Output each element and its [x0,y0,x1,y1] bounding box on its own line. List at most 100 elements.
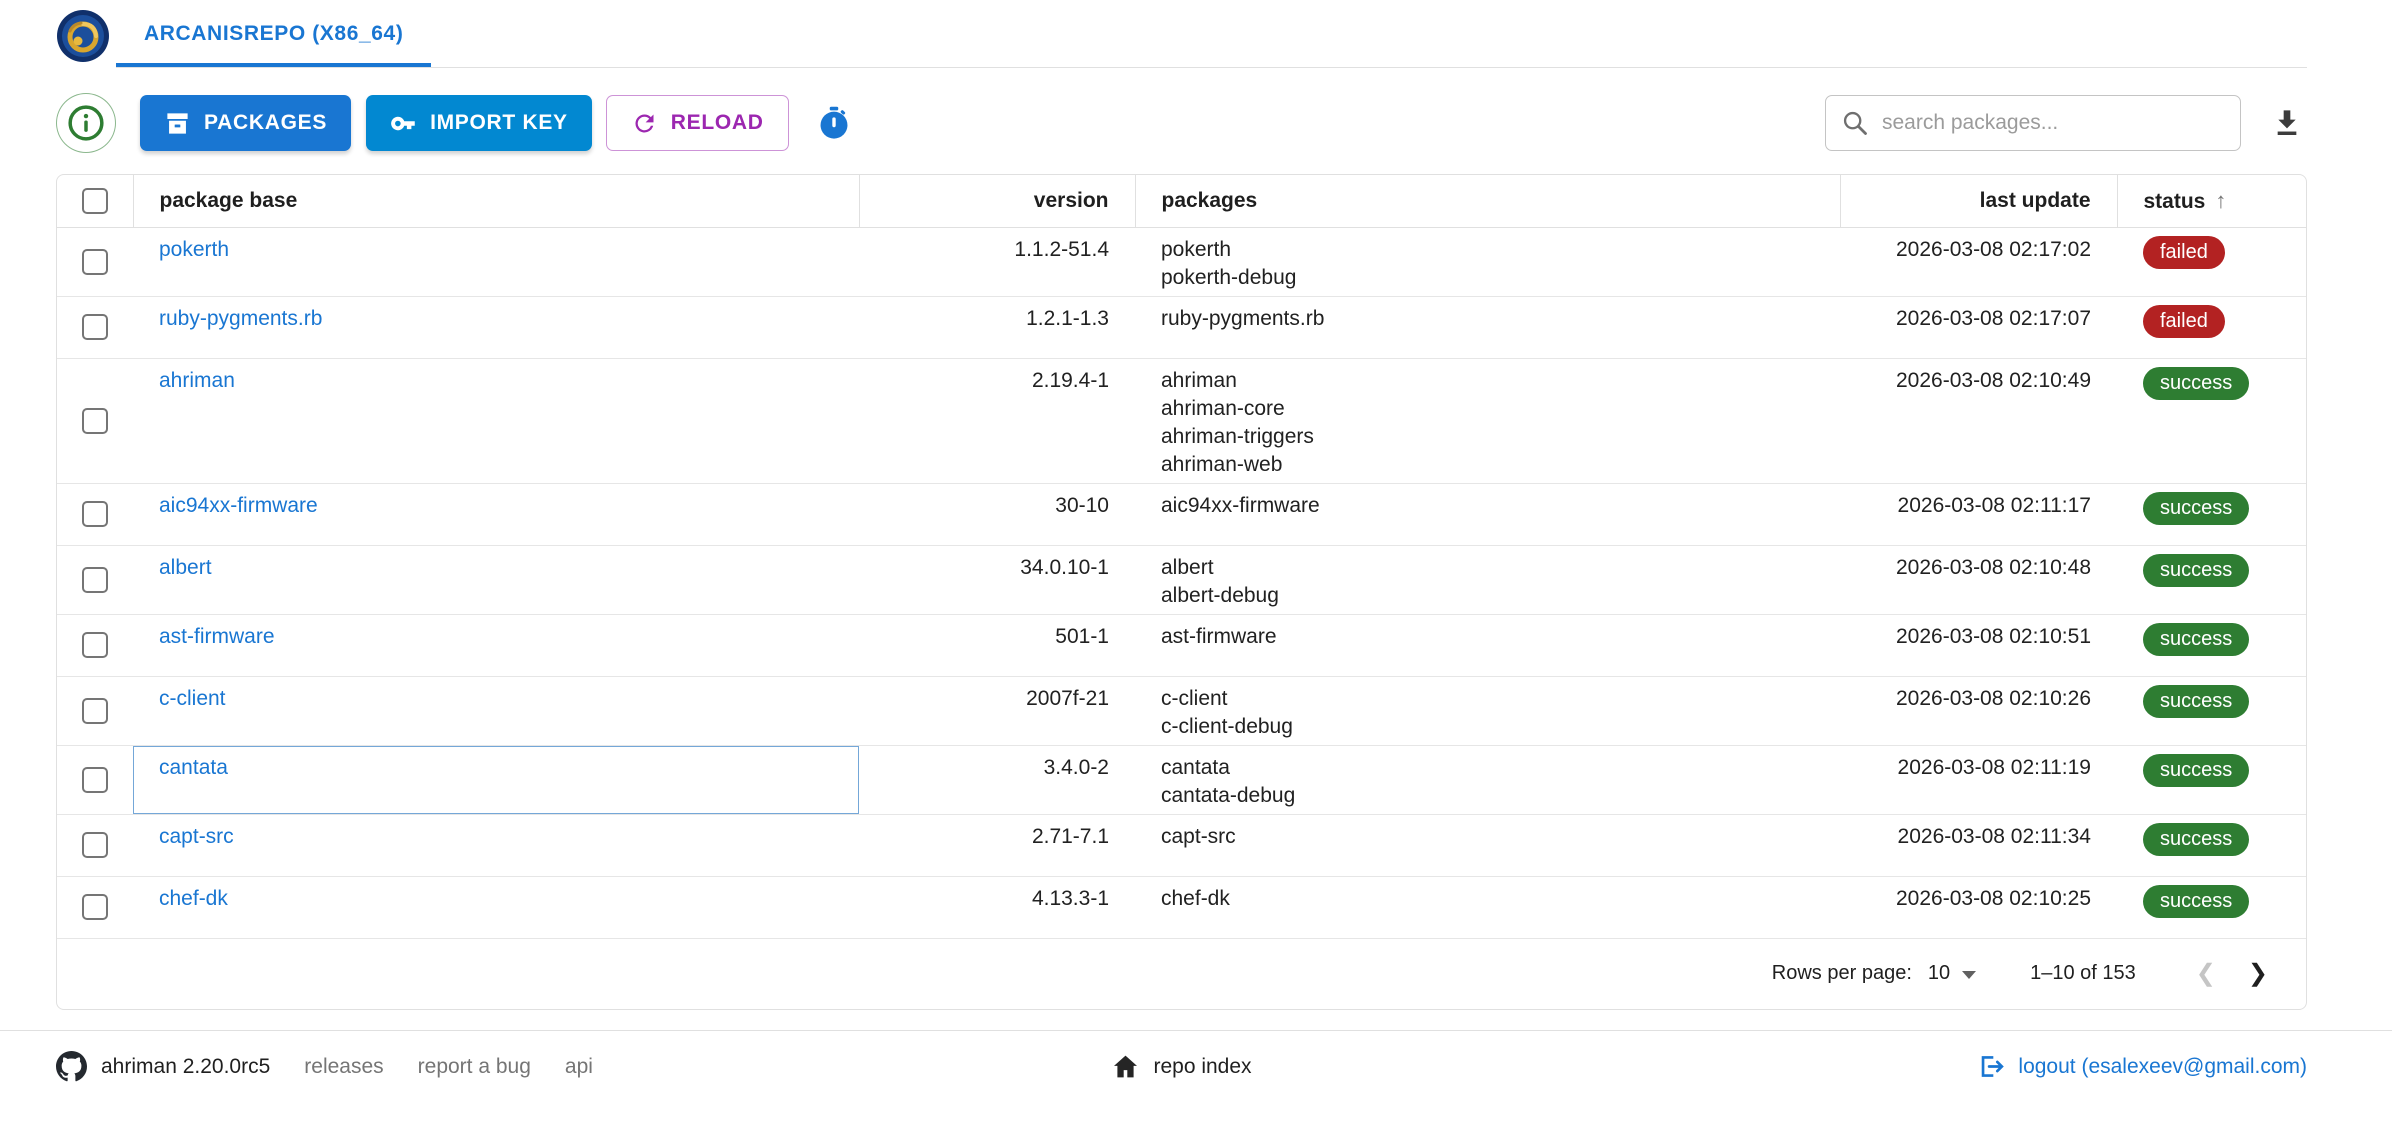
toolbar: PACKAGES IMPORT KEY RELOAD [56,93,2307,153]
row-checkbox-cell [57,814,133,876]
package-base-cell: aic94xx-firmware [133,483,859,545]
last-update-cell: 2026-03-08 02:11:19 [1897,755,2091,779]
packages-cell: ast-firmware [1135,614,1840,676]
row-checkbox-cell [57,483,133,545]
package-base-link[interactable]: ahriman [159,368,235,392]
column-header-version[interactable]: version [859,175,1136,228]
package-name: ast-firmware [1161,624,1277,648]
version-cell: 2.71-7.1 [1031,824,1109,848]
package-base-link[interactable]: ruby-pygments.rb [159,306,323,330]
row-checkbox[interactable] [82,894,108,921]
package-name: pokerth [1161,237,1232,261]
logout-icon [1982,1056,2005,1077]
row-checkbox[interactable] [82,407,108,434]
status-cell: success [2117,745,2306,814]
package-base-link[interactable]: aic94xx-firmware [159,493,318,517]
download-icon [2277,110,2297,135]
status-badge: success [2143,884,2250,918]
info-button[interactable] [56,93,116,153]
last-update-cell: 2026-03-08 02:11:17 [1897,493,2091,517]
search-box [1825,95,2241,151]
column-header-last-update[interactable]: last update [1840,175,2118,228]
download-button[interactable] [2267,103,2307,143]
package-name: aic94xx-firmware [1161,493,1320,517]
tab-repository[interactable]: ARCANISREPO (X86_64) [116,0,431,67]
search-input[interactable] [1825,95,2241,151]
package-base-link[interactable]: albert [159,555,212,579]
column-header-status[interactable]: status ↑ [2117,175,2306,228]
version-cell: 1.2.1-1.3 [1026,306,1109,330]
row-checkbox-cell [57,876,133,938]
version-cell: 1.1.2-51.4 [1014,237,1109,261]
row-checkbox[interactable] [82,632,108,659]
status-header-label: status [2143,189,2206,213]
stopwatch-icon [817,106,851,140]
footer-right: logout (esalexeev@gmail.com) [1252,1052,2307,1081]
packages-cell: chef-dk [1135,876,1840,938]
package-name: ruby-pygments.rb [1161,306,1325,330]
table-row: chef-dk 4.13.3-1 chef-dk 2026-03-08 02:10:2… [57,876,2306,938]
status-cell: success [2117,814,2306,876]
version-cell: 2007f-21 [1026,686,1109,710]
logout-link[interactable]: logout (esalexeev@gmail.com) [1977,1052,2307,1081]
package-base-cell: albert [133,545,859,614]
releases-link[interactable]: releases [304,1054,384,1078]
package-name: c-client [1161,686,1228,710]
chevron-right-icon[interactable]: ❯ [2247,960,2268,987]
row-checkbox[interactable] [82,314,108,341]
package-base-link[interactable]: chef-dk [159,886,228,910]
chevron-left-icon[interactable]: ❮ [2195,960,2216,987]
row-checkbox[interactable] [82,832,108,859]
package-name: pokerth-debug [1161,265,1297,289]
row-checkbox[interactable] [82,697,108,724]
status-badge: success [2143,553,2250,587]
package-base-link[interactable]: c-client [159,686,226,710]
row-checkbox-cell [57,676,133,745]
package-base-cell: pokerth [133,227,859,296]
package-name: ahriman [1161,368,1237,392]
package-base-cell: c-client [133,676,859,745]
version-cell: 30-10 [1055,493,1109,517]
status-badge: success [2143,753,2250,787]
table-body: pokerth 1.1.2-51.4 pokerth pokerth-debug 202… [57,227,2306,938]
api-link[interactable]: api [564,1054,593,1078]
column-header-package-base[interactable]: package base [133,175,860,228]
status-badge: success [2143,491,2250,525]
table-row: c-client 2007f-21 c-client c-client-debug 20… [57,676,2306,745]
rows-per-page-select[interactable]: 10 [1928,962,1977,985]
row-checkbox[interactable] [82,766,108,793]
status-cell: success [2117,676,2306,745]
packages-table: package base version packages last updat… [57,175,2306,939]
app-page: ARCANISREPO (X86_64) PACKAGES IMPORT KE [0,0,2392,1082]
package-base-link[interactable]: capt-src [159,824,234,848]
sort-asc-icon: ↑ [2215,187,2227,213]
app-logo-icon [56,9,110,63]
packages-cell: albert albert-debug [1135,545,1840,614]
package-base-link[interactable]: pokerth [159,237,230,261]
last-update-cell: 2026-03-08 02:17:02 [1896,237,2091,261]
archive-icon [167,112,188,134]
table-row: ahriman 2.19.4-1 ahriman ahriman-core ahrima… [57,358,2306,483]
row-checkbox[interactable] [82,501,108,528]
import-key-button[interactable]: IMPORT KEY [366,95,592,151]
packages-cell: pokerth pokerth-debug [1135,227,1840,296]
table-row: ast-firmware 501-1 ast-firmware 2026-03-08 … [57,614,2306,676]
package-base-link[interactable]: cantata [159,755,228,779]
report-a-bug-link[interactable]: report a bug [417,1054,531,1078]
column-header-packages[interactable]: packages [1135,175,1841,228]
row-checkbox[interactable] [82,248,108,275]
app-version-link[interactable]: ahriman 2.20.0rc5 [56,1051,270,1082]
last-update-cell: 2026-03-08 02:10:48 [1896,555,2091,579]
select-all-checkbox[interactable] [81,187,108,214]
github-icon [56,1051,87,1082]
status-badge: success [2143,366,2250,400]
package-base-link[interactable]: ast-firmware [159,624,275,648]
row-checkbox[interactable] [82,566,108,593]
packages-cell: ruby-pygments.rb [1135,296,1840,358]
repo-index-link[interactable]: repo index [1111,1052,1252,1081]
reload-button[interactable]: RELOAD [605,95,789,151]
status-cell: failed [2117,227,2306,296]
packages-button[interactable]: PACKAGES [140,95,352,151]
status-cell: success [2117,358,2306,483]
table-row: capt-src 2.71-7.1 capt-src 2026-03-08 02:11… [57,814,2306,876]
